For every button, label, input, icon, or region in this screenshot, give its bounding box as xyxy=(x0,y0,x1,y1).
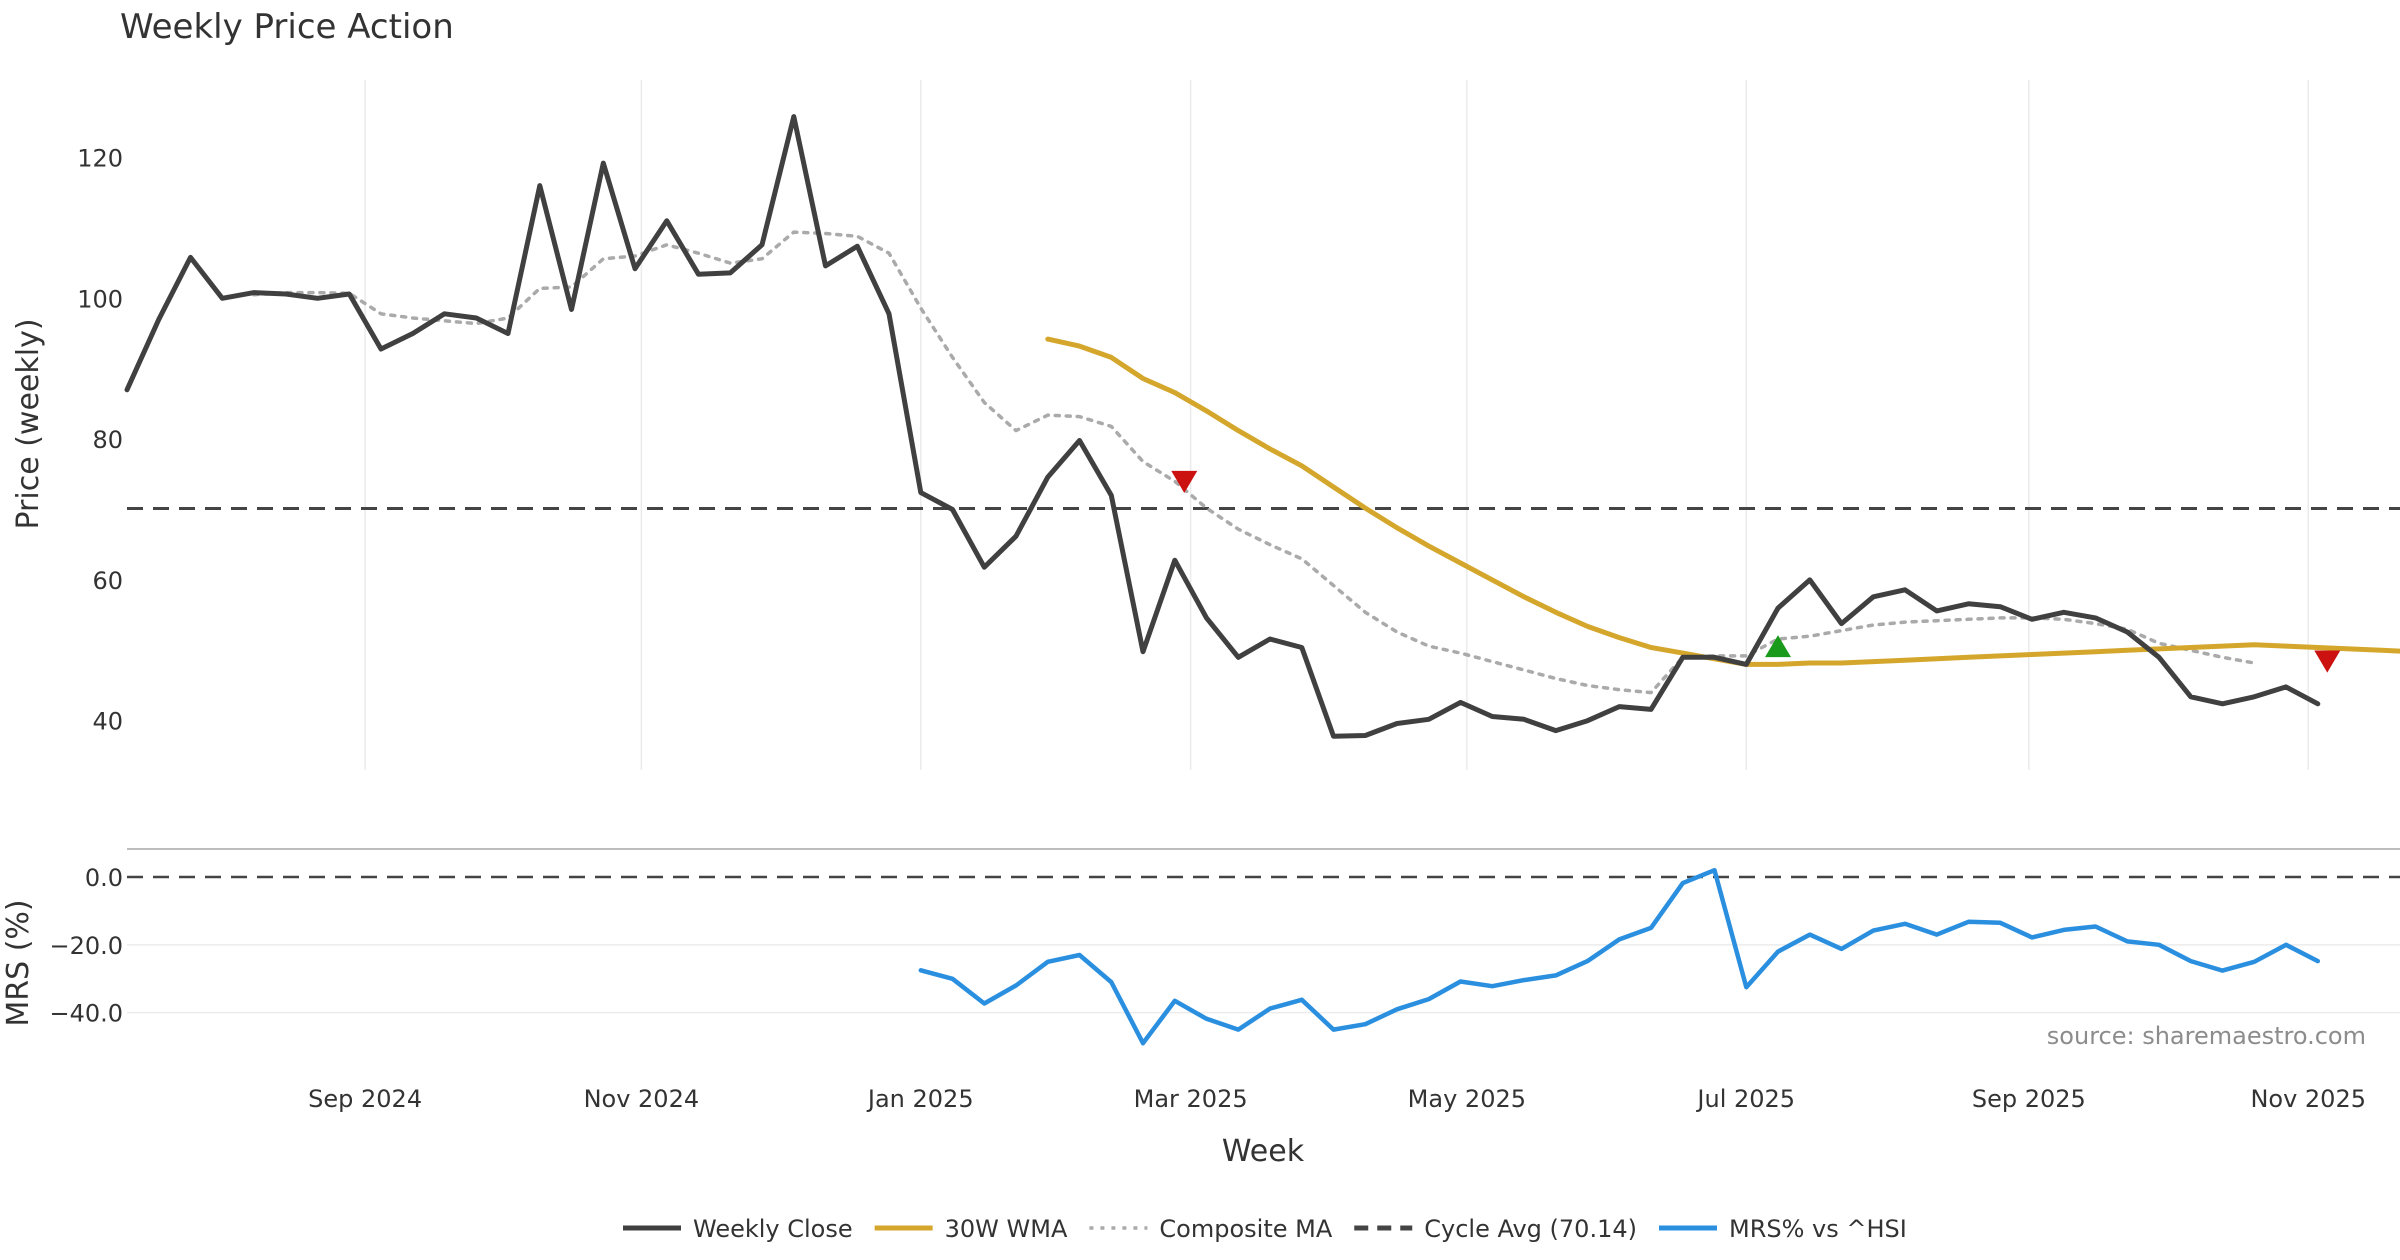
x-axis-ticks: Sep 2024 Nov 2024 Jan 2025 Mar 2025 May 2025… xyxy=(308,1085,2366,1113)
line-composite-ma xyxy=(252,230,2257,695)
x-tick-mar-2025: Mar 2025 xyxy=(1134,1085,1248,1113)
line-weekly-close xyxy=(124,114,2321,739)
legend-item-30w-wma: 30W WMA xyxy=(874,1215,1068,1243)
legend: Weekly Close 30W WMA Composite MA Cycle Avg… xyxy=(623,1215,1907,1243)
mrs-y-ticks: 0.0 −20.0 −40.0 xyxy=(49,864,123,1028)
sell-signal-marker-1 xyxy=(1171,470,1198,494)
series-composite-ma xyxy=(252,230,2257,695)
signal-markers xyxy=(1171,470,2341,673)
price-series xyxy=(124,114,2400,739)
x-axis-label: Week xyxy=(1222,1134,1305,1169)
price-y-tick-40: 40 xyxy=(92,708,123,736)
x-tick-may-2025: May 2025 xyxy=(1408,1085,1526,1113)
x-tick-jul-2025: Jul 2025 xyxy=(1695,1085,1795,1113)
x-tick-nov-2025: Nov 2025 xyxy=(2250,1085,2366,1113)
mrs-y-axis-label: MRS (%) xyxy=(1,899,36,1026)
price-y-axis-label: Price (weekly) xyxy=(11,318,46,529)
price-grid xyxy=(364,80,2309,770)
chart-title: Weekly Price Action xyxy=(120,7,454,47)
legend-label-mrs-vs-hsi: MRS% vs ^HSI xyxy=(1729,1215,1907,1243)
legend-label-30w-wma: 30W WMA xyxy=(945,1215,1068,1243)
source-attribution: source: sharemaestro.com xyxy=(2047,1022,2366,1050)
line-mrs-vs-hsi xyxy=(918,867,2321,1046)
legend-item-composite-ma: Composite MA xyxy=(1089,1215,1333,1243)
x-tick-jan-2025: Jan 2025 xyxy=(866,1085,974,1113)
x-tick-sep-2025: Sep 2025 xyxy=(1972,1085,2086,1113)
legend-label-cycle-avg-70-14: Cycle Avg (70.14) xyxy=(1424,1215,1637,1243)
price-y-ticks: 40 60 80 100 120 xyxy=(77,144,123,735)
legend-label-weekly-close: Weekly Close xyxy=(693,1215,853,1243)
buy-signal-marker-2 xyxy=(1765,635,1791,658)
price-y-tick-60: 60 xyxy=(92,567,123,595)
mrs-y-tick-0: 0.0 xyxy=(85,864,123,892)
sell-signal-marker-3 xyxy=(2314,650,2341,673)
legend-item-mrs-vs-hsi: MRS% vs ^HSI xyxy=(1658,1215,1907,1243)
price-y-tick-120: 120 xyxy=(77,144,123,172)
mrs-panel: 0.0 −20.0 −40.0 MRS (%) source: sharemaest… xyxy=(1,864,2400,1050)
mrs-y-tick-1: −20.0 xyxy=(49,932,123,960)
series-weekly-close xyxy=(124,114,2321,739)
x-tick-sep-2024: Sep 2024 xyxy=(308,1085,422,1113)
legend-item-weekly-close: Weekly Close xyxy=(623,1215,853,1243)
legend-label-composite-ma: Composite MA xyxy=(1159,1215,1332,1243)
x-tick-nov-2024: Nov 2024 xyxy=(584,1085,700,1113)
mrs-y-tick-2: −40.0 xyxy=(49,1000,123,1028)
price-panel: 40 60 80 100 120 Price (weekly) xyxy=(11,80,2400,770)
legend-item-cycle-avg-70-14: Cycle Avg (70.14) xyxy=(1354,1215,1637,1243)
price-y-tick-80: 80 xyxy=(92,426,123,454)
price-y-tick-100: 100 xyxy=(77,285,123,313)
mrs-series xyxy=(918,867,2321,1046)
